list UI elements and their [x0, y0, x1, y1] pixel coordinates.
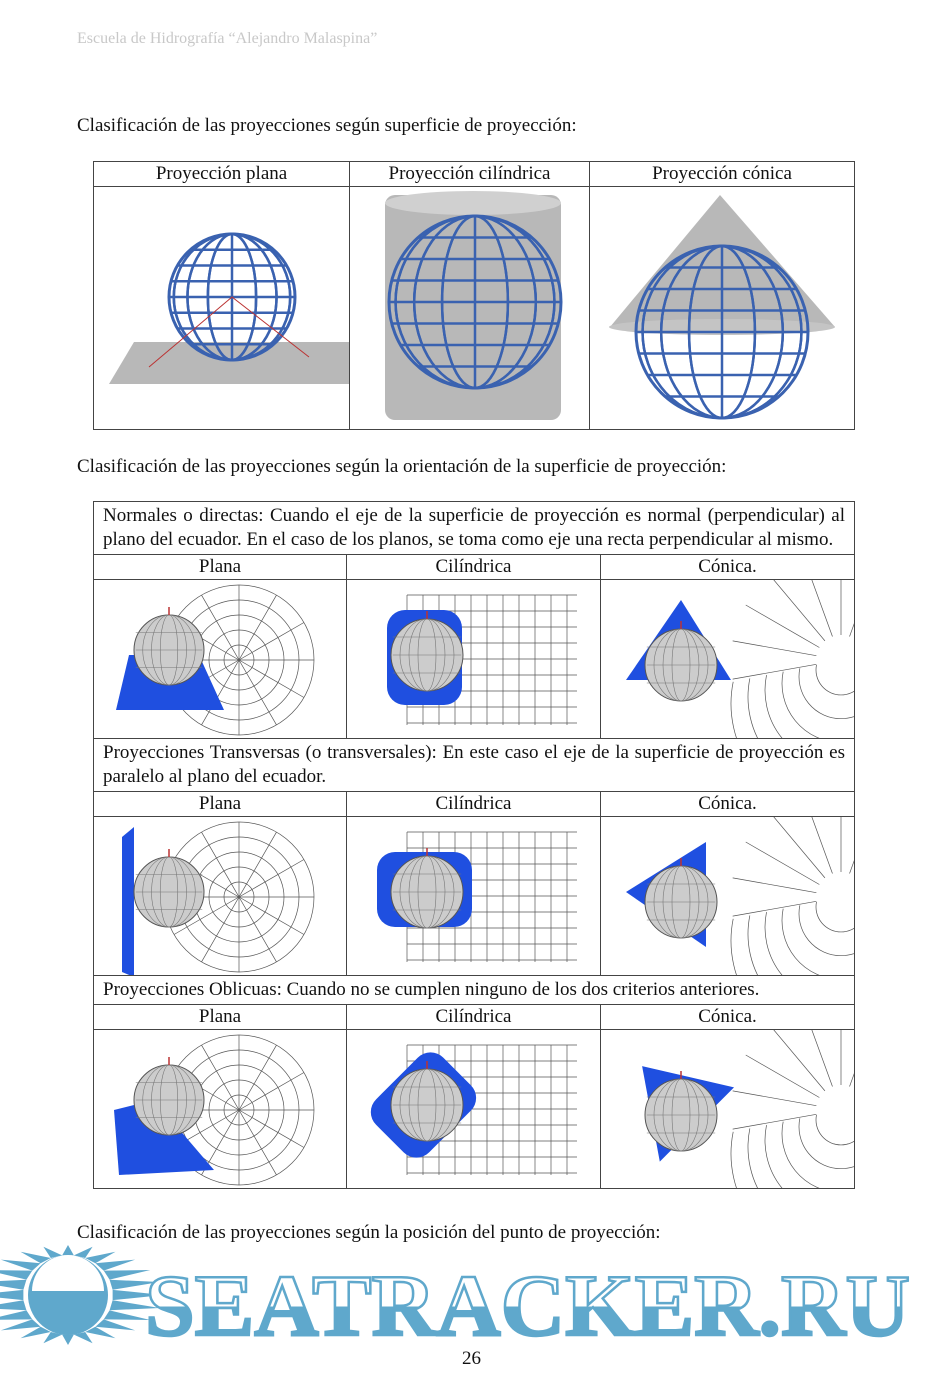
oblique-plane-illustration	[114, 1034, 315, 1186]
watermark-text: SEATRACKER.RU	[145, 1258, 910, 1347]
projected-grid	[730, 580, 854, 738]
column-header-cone: Proyección cónica	[589, 161, 855, 187]
projection-plane	[122, 827, 134, 975]
wire-globe	[634, 244, 810, 420]
running-header: Escuela de Hidrografía “Alejandro Malasp…	[77, 30, 378, 47]
sun-icon	[0, 1245, 163, 1345]
normal-plane-illustration	[116, 584, 315, 736]
conic-projection-illustration	[609, 195, 835, 420]
orientation-table: Normales o directas: Cuando el eje de la…	[93, 501, 855, 1189]
oblique-description: Proyecciones Oblicuas: Cuando no se cump…	[93, 975, 855, 1005]
cylindrical-projection-illustration	[385, 191, 563, 420]
column-header-cylinder: Cilíndrica	[346, 1004, 601, 1030]
column-header-plane: Plana	[93, 791, 347, 817]
plane-projection-illustration	[109, 232, 349, 384]
seatracker-watermark-logo: SEATRACKER.RU	[0, 1245, 911, 1347]
transverse-plane-illustration	[122, 821, 315, 975]
transverse-cylindrical-illustration	[377, 831, 577, 962]
projection-plane	[109, 342, 349, 384]
column-header-cone: Cónica.	[600, 554, 855, 580]
normal-description: Normales o directas: Cuando el eje de la…	[93, 501, 855, 555]
oblique-conic-illustration	[642, 1030, 854, 1188]
projected-grid	[730, 817, 854, 975]
column-header-cylinder: Cilíndrica	[346, 554, 601, 580]
projection-rays	[148, 296, 310, 368]
column-header-cone: Cónica.	[600, 1004, 855, 1030]
section-title-surface: Clasificación de las proyecciones según …	[77, 115, 577, 136]
normal-cylindrical-illustration	[387, 594, 577, 725]
column-header-plane: Plana	[93, 554, 347, 580]
oblique-cylindrical-illustration	[370, 1044, 577, 1175]
transverse-conic-illustration	[626, 817, 854, 975]
wire-globe	[167, 232, 297, 362]
column-header-plane: Proyección plana	[93, 161, 350, 187]
normal-conic-illustration	[626, 580, 854, 738]
column-header-plane: Plana	[93, 1004, 347, 1030]
column-header-cylinder: Cilíndrica	[346, 791, 601, 817]
projected-grid	[730, 1030, 854, 1188]
page-number: 26	[462, 1348, 481, 1369]
section-title-orientation: Clasificación de las proyecciones según …	[77, 456, 727, 477]
column-header-cone: Cónica.	[600, 791, 855, 817]
section-title-point: Clasificación de las proyecciones según …	[77, 1222, 661, 1243]
wire-globe	[387, 214, 563, 390]
surface-projection-table: Proyección plana Proyección cilíndrica P…	[93, 161, 855, 430]
column-header-cylinder: Proyección cilíndrica	[349, 161, 590, 187]
transverse-description: Proyecciones Transversas (o transversale…	[93, 738, 855, 792]
